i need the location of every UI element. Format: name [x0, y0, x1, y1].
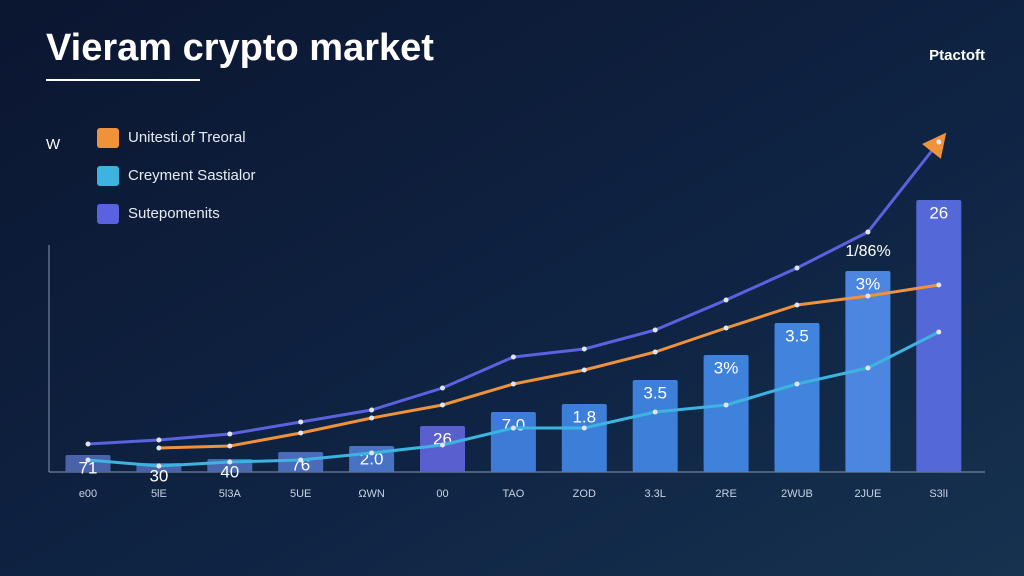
line-point — [581, 346, 587, 352]
line-point — [723, 402, 729, 408]
bar — [632, 380, 678, 472]
bar — [420, 426, 465, 472]
bar-label: 3.5 — [643, 383, 667, 402]
line-point — [865, 365, 871, 371]
bar-label: 3% — [856, 274, 881, 293]
bar-label: 1.8 — [572, 407, 596, 426]
x-tick-label: 2WUB — [781, 488, 813, 500]
x-tick-label: S3lI — [929, 488, 948, 500]
line-point — [936, 329, 942, 335]
annotation: 1/86% — [845, 243, 890, 260]
legend-swatch — [97, 128, 119, 148]
line-point — [794, 381, 800, 387]
line-point — [936, 139, 942, 145]
x-tick-label: 2RE — [715, 488, 736, 500]
line-point — [227, 459, 233, 465]
line-point — [298, 419, 304, 425]
line-point — [510, 381, 516, 387]
line-point — [156, 437, 162, 443]
line-point — [369, 415, 375, 421]
legend-label: Creyment Sastialor — [128, 167, 256, 184]
x-tick-label: e00 — [79, 488, 97, 500]
line-point — [440, 402, 445, 408]
line-point — [652, 349, 658, 355]
legend-label: Unitesti.of Treoral — [128, 129, 246, 146]
line-point — [581, 425, 587, 431]
bar — [916, 200, 962, 472]
bar — [65, 455, 111, 472]
line-point — [581, 367, 587, 373]
bar — [703, 355, 749, 472]
line-point — [298, 430, 304, 436]
bar — [774, 323, 820, 472]
line-point — [652, 409, 658, 415]
x-tick-label: 2JUE — [854, 488, 881, 500]
x-tick-label: 00 — [436, 488, 448, 500]
bar — [561, 404, 607, 472]
bar-label: 71 — [79, 458, 98, 477]
y-axis-label: W — [46, 136, 61, 153]
line-point — [794, 265, 800, 271]
x-tick-label: ZOD — [573, 488, 596, 500]
line-point — [723, 297, 729, 303]
bar-label: 3.5 — [785, 326, 809, 345]
bar — [845, 271, 891, 472]
bar-label: 3% — [714, 358, 739, 377]
x-tick-label: 5UE — [290, 488, 311, 500]
line-point — [369, 407, 375, 413]
line-point — [865, 229, 871, 235]
x-tick-label: 5lE — [151, 488, 167, 500]
line-point — [794, 302, 800, 308]
bar-label: 26 — [929, 203, 948, 222]
line-point — [227, 443, 233, 449]
line-point — [510, 354, 516, 360]
line-point — [156, 445, 162, 451]
legend-swatch — [97, 204, 119, 224]
line-point — [369, 450, 375, 456]
legend-swatch — [97, 166, 119, 186]
line-point — [510, 425, 516, 431]
x-tick-label: 3.3L — [644, 488, 665, 500]
line-point — [156, 463, 162, 469]
line-point — [723, 325, 729, 331]
line-point — [865, 293, 871, 299]
legend-label: Sutepomenits — [128, 205, 220, 222]
bar-label: 40 — [220, 462, 239, 481]
line-point — [652, 327, 658, 333]
x-tick-label: 5l3A — [219, 488, 242, 500]
brand: Ptactoft — [929, 47, 985, 64]
line-point — [936, 282, 942, 288]
line-series — [158, 283, 940, 450]
line-point — [440, 442, 445, 448]
x-tick-label: ΩWN — [358, 488, 385, 500]
line-point — [298, 457, 304, 463]
bar-label: 30 — [149, 466, 168, 485]
chart-title: Vieram crypto market — [46, 27, 434, 69]
x-tick-label: TAO — [503, 488, 525, 500]
line-point — [227, 431, 233, 437]
line-point — [85, 441, 91, 447]
line-point — [85, 457, 91, 463]
bar-label: 7.0 — [502, 415, 526, 434]
line-point — [440, 385, 445, 391]
